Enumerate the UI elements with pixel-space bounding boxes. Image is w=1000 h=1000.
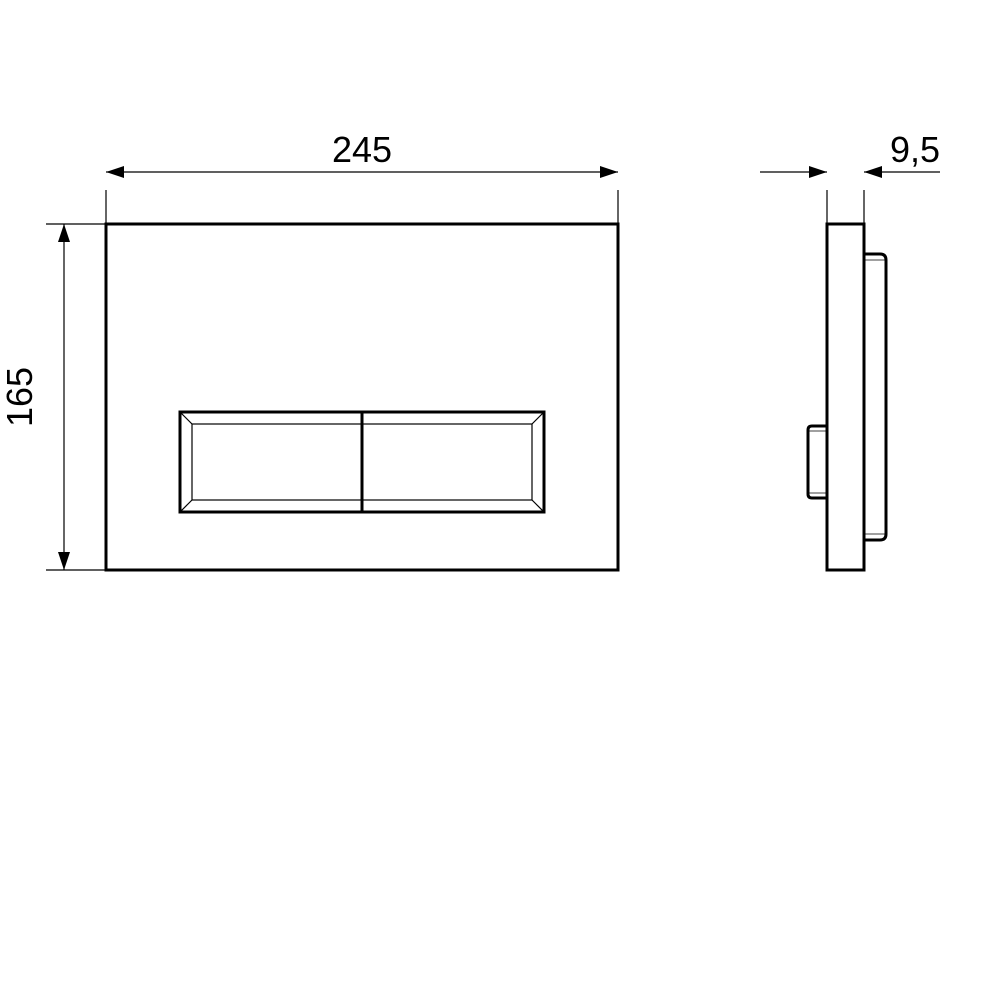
technical-drawing: 245 165 9,5 [0, 0, 1000, 1000]
dim-depth-label: 9,5 [890, 129, 940, 170]
dim-height-label: 165 [0, 367, 40, 427]
dim-width-label: 245 [332, 129, 392, 170]
